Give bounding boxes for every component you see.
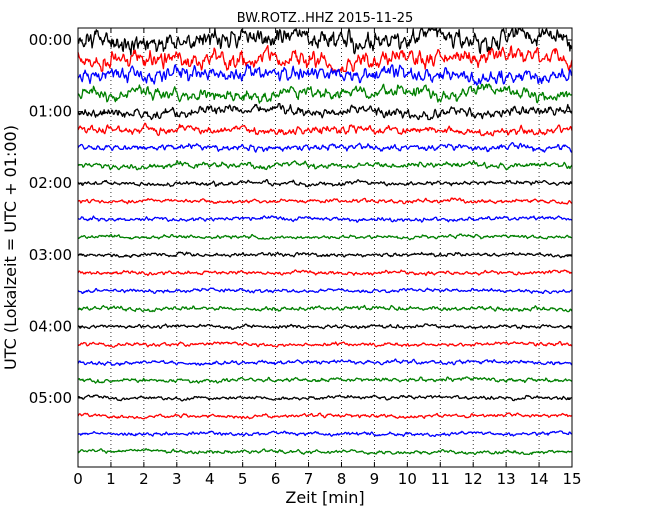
chart-title: BW.ROTZ..HHZ 2015-11-25 [237,11,413,26]
trace-0430 [77,358,573,366]
trace-0130 [77,142,573,153]
x-tick-label: 0 [73,470,83,488]
y-tick-label: 04:00 [29,317,72,335]
x-tick-label: 14 [530,470,549,488]
ticks: 0 1 2 3 4 5 6 7 8 9 10 11 12 13 14 1500:0001:0002:0003:… [29,28,582,488]
trace-0045 [77,83,573,104]
x-tick-label: 11 [431,470,450,488]
x-tick-label: 9 [370,470,380,488]
x-tick-label: 13 [497,470,516,488]
x-tick-label: 7 [304,470,314,488]
trace-0245 [77,233,573,241]
trace-0500 [77,394,573,402]
trace-0415 [77,340,573,348]
x-tick-label: 1 [106,470,116,488]
y-tick-label: 03:00 [29,246,72,264]
x-axis-label: Zeit [min] [285,488,364,507]
trace-0530 [77,430,573,437]
x-tick-label: 2 [139,470,149,488]
x-tick-label: 15 [562,470,581,488]
trace-0015 [77,44,573,72]
trace-0300 [77,251,573,259]
x-tick-label: 6 [271,470,281,488]
x-tick-label: 10 [398,470,417,488]
y-tick-label: 00:00 [29,31,72,49]
y-tick-label: 05:00 [29,389,72,407]
x-tick-label: 12 [464,470,483,488]
x-tick-label: 8 [337,470,347,488]
trace-0000 [77,28,573,56]
traces [77,28,573,456]
trace-0400 [77,323,573,330]
trace-0445 [77,376,573,384]
y-tick-label: 02:00 [29,174,72,192]
y-axis-label: UTC (Lokalzeit = UTC + 01:00) [1,125,20,370]
trace-0200 [77,179,573,188]
trace-0315 [77,269,573,277]
trace-0515 [77,412,573,420]
x-tick-label: 3 [172,470,182,488]
trace-0215 [77,197,573,205]
x-tick-label: 4 [205,470,215,488]
trace-0100 [77,103,573,121]
plot-frame [77,27,573,468]
trace-0330 [77,287,573,295]
trace-0145 [77,160,573,171]
trace-0545 [77,448,573,456]
trace-0115 [77,122,573,137]
trace-0230 [77,215,573,223]
y-tick-label: 01:00 [29,103,72,121]
trace-0030 [77,64,573,86]
trace-0345 [77,304,573,313]
x-tick-label: 5 [238,470,248,488]
